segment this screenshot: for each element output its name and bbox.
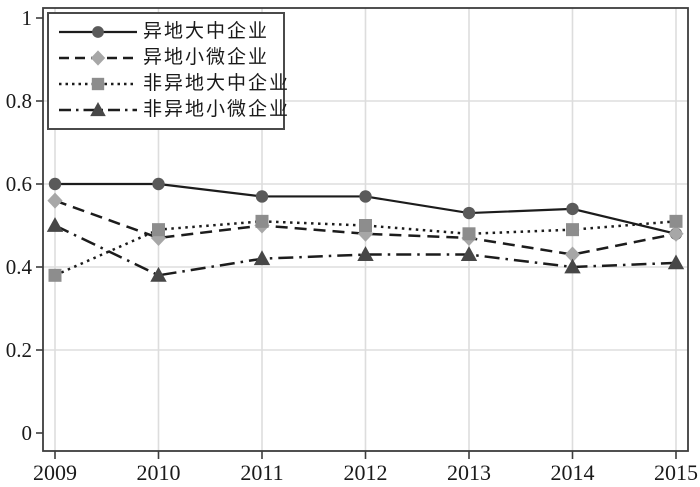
data-point-marker	[667, 254, 685, 270]
data-point-marker	[90, 50, 106, 66]
data-point-marker	[255, 214, 269, 228]
legend-label: 非异地大中企业	[143, 73, 291, 94]
x-tick-label: 2011	[240, 460, 283, 485]
data-point-marker	[47, 192, 63, 209]
data-point-marker	[462, 206, 476, 220]
y-tick-label: 0.4	[6, 255, 33, 279]
x-tick-label: 2015	[654, 460, 698, 485]
dotted-line-square-marker-icon	[59, 77, 137, 91]
data-point-marker	[48, 268, 62, 282]
solid-line-circle-marker-icon	[59, 26, 137, 38]
data-point-marker	[46, 217, 64, 232]
x-tick-label: 2013	[447, 460, 491, 485]
data-point-marker	[357, 246, 374, 261]
x-tick-label: 2012	[344, 460, 388, 485]
dashdot-line-triangle-marker-icon	[59, 102, 137, 117]
legend-item: 非异地大中企业	[57, 71, 288, 97]
data-point-marker	[91, 77, 105, 91]
dashed-line-diamond-marker-icon	[59, 50, 137, 66]
x-tick-label: 2014	[551, 460, 595, 485]
x-tick-label: 2010	[137, 460, 181, 485]
y-axis: 0 0.2 0.4 0.6 0.8 1	[6, 6, 43, 445]
x-axis: 2009 2010 2011 2012 2013 2014 2015	[33, 451, 698, 485]
data-point-marker	[359, 219, 372, 232]
data-point-marker	[152, 177, 165, 191]
data-point-marker	[668, 225, 684, 242]
y-tick-label: 0	[22, 421, 33, 445]
data-point-marker	[152, 223, 165, 237]
y-tick-label: 0.6	[6, 172, 32, 196]
series-triangle	[46, 217, 685, 282]
y-tick-label: 1	[22, 6, 33, 30]
legend-label: 异地大中企业	[143, 21, 270, 42]
y-tick-label: 0.2	[6, 338, 32, 362]
legend-label: 非异地小微企业	[143, 99, 291, 120]
legend-item: 异地小微企业	[57, 45, 277, 71]
data-point-marker	[460, 246, 478, 261]
data-point-marker	[253, 250, 271, 266]
data-point-marker	[564, 246, 581, 263]
data-point-marker	[255, 190, 269, 203]
chart-legend: 异地大中企业 异地小微企业 非异地大中企业 非异地小微企业	[47, 12, 288, 130]
y-tick-label: 0.8	[6, 89, 32, 113]
data-point-marker	[150, 266, 167, 282]
data-point-marker	[462, 227, 476, 241]
legend-label: 异地小微企业	[143, 47, 270, 68]
data-point-marker	[92, 26, 104, 38]
data-point-marker	[564, 258, 581, 274]
legend-item: 非异地小微企业	[57, 97, 288, 123]
data-point-marker	[359, 190, 372, 203]
data-point-marker	[566, 202, 579, 216]
data-point-marker	[669, 214, 683, 228]
data-point-marker	[90, 102, 106, 117]
data-point-marker	[566, 223, 579, 237]
x-tick-label: 2009	[33, 460, 77, 485]
data-point-marker	[48, 177, 62, 191]
legend-item: 异地大中企业	[57, 19, 277, 45]
series-square	[48, 214, 683, 282]
